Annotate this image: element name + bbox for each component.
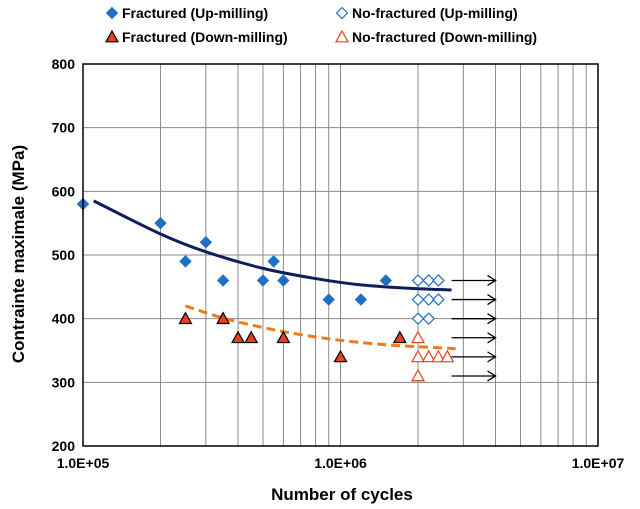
legend-label: Fractured (Down-milling) (122, 29, 288, 45)
data-point (411, 293, 425, 306)
runout-arrow (451, 294, 497, 306)
y-tick-labels: 200 300 400 500 600 700 800 (52, 56, 76, 454)
data-point (410, 368, 426, 382)
plot-border (82, 63, 599, 447)
data-point (379, 274, 393, 287)
runout-arrow (451, 313, 497, 325)
x-tick-label: 1.0E+05 (57, 455, 110, 471)
data-point (322, 293, 335, 306)
legend: Fractured (Up-milling) No-fractured (Up-m… (104, 5, 537, 45)
legend-label: No-fractured (Down-milling) (352, 29, 537, 45)
data-point (422, 274, 436, 287)
x-tick-label: 1.0E+07 (572, 455, 625, 471)
data-point (276, 330, 291, 344)
data-point (267, 255, 280, 268)
data-point (216, 311, 231, 325)
legend-marker (334, 29, 350, 43)
data-points (76, 197, 455, 382)
y-tick-label: 300 (52, 374, 76, 390)
data-point (421, 349, 436, 363)
grid-lines (82, 63, 599, 447)
legend-item: Fractured (Up-milling) (105, 5, 268, 21)
runout-arrow (451, 332, 497, 344)
data-point (354, 293, 368, 306)
legend-marker (104, 29, 120, 43)
data-point (422, 312, 436, 326)
x-axis-title: Number of cycles (271, 485, 413, 504)
data-point (422, 293, 436, 306)
data-point (333, 349, 348, 363)
data-point (244, 330, 259, 344)
y-tick-label: 600 (52, 183, 76, 199)
trend-line-up-milling (92, 199, 452, 292)
data-point (179, 255, 192, 268)
legend-item: No-fractured (Down-milling) (334, 29, 537, 45)
x-tick-label: 1.0E+06 (314, 455, 367, 471)
data-point (256, 274, 270, 287)
x-tick-labels: 1.0E+05 1.0E+06 1.0E+07 (57, 455, 625, 471)
data-point (277, 274, 290, 287)
legend-marker (335, 6, 349, 20)
legend-label: Fractured (Up-milling) (122, 5, 268, 21)
runout-arrow-head (487, 294, 497, 306)
y-tick-label: 800 (52, 56, 76, 72)
runout-arrow-head (487, 332, 497, 344)
data-point (216, 274, 230, 287)
data-point (431, 349, 446, 363)
y-tick-label: 500 (52, 247, 76, 263)
runout-arrows (451, 274, 497, 382)
runout-arrow (451, 274, 497, 287)
runout-arrow-head (487, 370, 497, 382)
y-tick-label: 700 (52, 120, 76, 136)
data-point (178, 311, 193, 325)
data-point (432, 293, 445, 306)
y-tick-label: 400 (52, 311, 76, 327)
runout-arrow-head (487, 313, 497, 325)
legend-marker (105, 6, 119, 20)
legend-label: No-fractured (Up-milling) (352, 5, 518, 21)
data-point (392, 330, 407, 344)
runout-arrow-head (487, 351, 497, 363)
data-point (231, 330, 246, 344)
runout-arrow (451, 351, 497, 363)
legend-item: No-fractured (Up-milling) (335, 5, 518, 21)
y-axis-title: Contrainte maximale (MPa) (9, 145, 28, 363)
legend-item: Fractured (Down-milling) (104, 29, 288, 45)
data-point (411, 274, 425, 287)
runout-arrow (451, 370, 497, 382)
data-point (440, 349, 455, 363)
y-tick-label: 200 (52, 438, 76, 454)
runout-arrow-head (487, 274, 497, 287)
trend-lines (92, 199, 456, 351)
data-point (199, 236, 213, 249)
data-point (432, 274, 445, 287)
data-point (410, 349, 426, 363)
data-point (410, 330, 426, 344)
data-point (154, 216, 167, 230)
data-point (411, 312, 425, 326)
